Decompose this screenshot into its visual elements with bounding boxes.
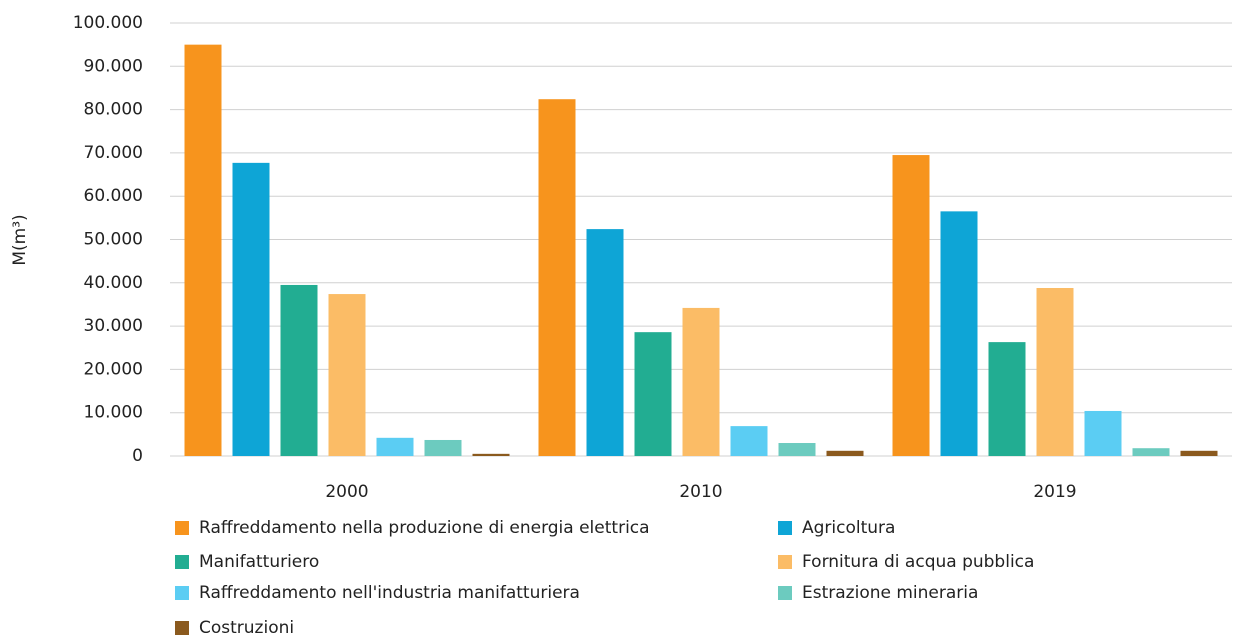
bar — [892, 155, 930, 456]
legend-label: Estrazione mineraria — [802, 583, 978, 603]
bar — [634, 332, 672, 456]
legend-swatch — [778, 586, 792, 600]
legend-label: Agricoltura — [802, 518, 895, 538]
bar — [1084, 410, 1122, 456]
x-tick-label: 2019 — [1033, 482, 1076, 502]
bar — [778, 443, 816, 456]
y-tick-label: 40.000 — [84, 273, 143, 293]
x-tick-label: 2000 — [325, 482, 368, 502]
bar — [280, 284, 318, 456]
legend-swatch — [175, 621, 189, 635]
legend-label: Fornitura di acqua pubblica — [802, 552, 1034, 572]
bar — [472, 453, 510, 456]
bar — [730, 426, 768, 456]
legend-swatch — [778, 521, 792, 535]
legend-label: Raffreddamento nell'industria manifattur… — [199, 583, 580, 603]
bar — [376, 437, 414, 456]
bar — [232, 162, 270, 456]
legend-swatch — [778, 555, 792, 569]
legend-swatch — [175, 555, 189, 569]
y-tick-label: 80.000 — [84, 100, 143, 120]
bar — [1180, 450, 1218, 456]
legend-label: Raffreddamento nella produzione di energ… — [199, 518, 650, 538]
y-tick-label: 70.000 — [84, 143, 143, 163]
bar — [586, 229, 624, 456]
y-tick-label: 100.000 — [73, 13, 143, 33]
bar — [328, 294, 366, 456]
x-tick-label: 2010 — [679, 482, 722, 502]
y-tick-label: 30.000 — [84, 316, 143, 336]
bar — [424, 439, 462, 456]
bar — [538, 99, 576, 456]
bar — [826, 450, 864, 456]
y-axis-label: M(m³) — [10, 214, 30, 265]
bar — [940, 211, 978, 456]
y-tick-label: 0 — [132, 446, 143, 466]
y-tick-label: 60.000 — [84, 186, 143, 206]
y-tick-label: 50.000 — [84, 230, 143, 250]
legend-label: Costruzioni — [199, 618, 294, 635]
y-tick-label: 10.000 — [84, 403, 143, 423]
y-tick-label: 20.000 — [84, 359, 143, 379]
legend-label: Manifatturiero — [199, 552, 319, 572]
legend-swatch — [175, 586, 189, 600]
bar — [1132, 448, 1170, 456]
y-tick-label: 90.000 — [84, 56, 143, 76]
bar — [682, 307, 720, 456]
bar — [184, 44, 222, 457]
legend-swatch — [175, 521, 189, 535]
bar — [988, 342, 1026, 456]
bar — [1036, 287, 1074, 456]
